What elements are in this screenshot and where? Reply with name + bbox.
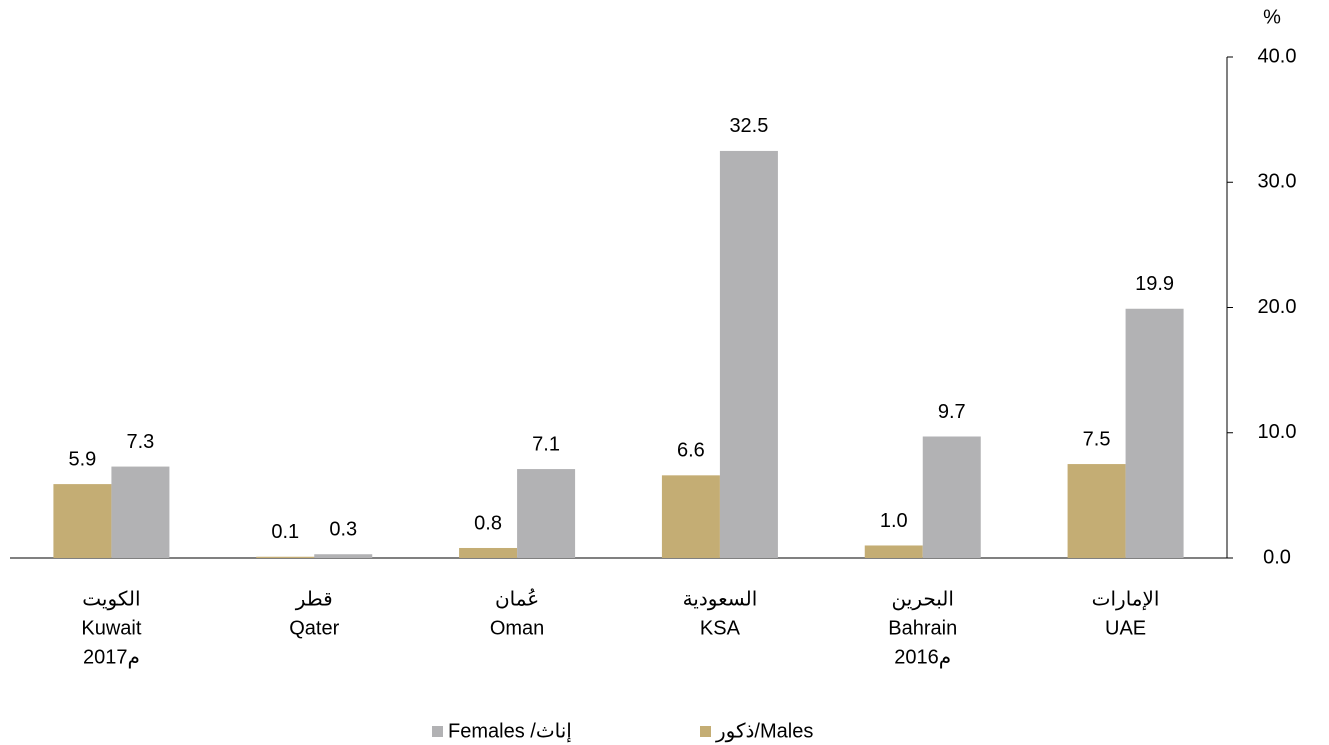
data-label: 19.9 <box>1135 273 1174 295</box>
data-label: 5.9 <box>69 448 97 470</box>
y-tick-label: 0.0 <box>1263 546 1291 568</box>
x-tick-label: UAE <box>1105 617 1146 639</box>
bar <box>517 469 576 558</box>
y-tick-label: 40.0 <box>1258 45 1297 67</box>
data-label: 7.5 <box>1083 428 1111 450</box>
legend-label: Females /إناث <box>448 720 572 743</box>
x-tick-label: قطر <box>295 588 333 610</box>
x-tick-label: 2016م <box>894 646 951 668</box>
data-label: 0.3 <box>329 519 357 541</box>
legend-label: ذكور/Males <box>715 720 813 742</box>
y-tick-label: 20.0 <box>1258 296 1297 318</box>
bar <box>922 436 981 558</box>
data-label: 32.5 <box>729 115 768 137</box>
y-tick-label: 10.0 <box>1258 421 1297 443</box>
x-tick-label: 2017م <box>83 646 140 668</box>
data-label: 0.1 <box>271 521 299 543</box>
x-tick-label: السعودية <box>683 588 758 610</box>
bar <box>661 475 720 558</box>
bar <box>53 484 112 558</box>
data-label: 7.1 <box>532 433 560 455</box>
x-tick-label: KSA <box>700 617 741 639</box>
x-tick-label: Qater <box>289 617 339 639</box>
legend-swatch <box>432 726 443 737</box>
x-tick-label: Oman <box>490 617 544 639</box>
y-unit: % <box>1263 6 1281 28</box>
legend-swatch <box>700 726 711 737</box>
bar <box>459 547 518 558</box>
y-tick-label: 30.0 <box>1258 171 1297 193</box>
x-tick-label: الكويت <box>82 588 140 610</box>
data-label: 9.7 <box>938 401 966 423</box>
x-tick-label: عُمان <box>495 588 539 611</box>
x-tick-label: Bahrain <box>888 617 957 639</box>
bar <box>719 150 778 558</box>
bar <box>864 545 923 558</box>
x-tick-label: البحرين <box>892 588 954 610</box>
bar <box>111 466 170 558</box>
bar <box>256 556 315 558</box>
x-tick-label: Kuwait <box>81 617 141 639</box>
data-label: 7.3 <box>127 431 155 453</box>
data-label: 6.6 <box>677 440 705 462</box>
bar <box>314 554 373 558</box>
data-label: 0.8 <box>474 512 502 534</box>
bar <box>1067 464 1126 558</box>
x-tick-label: الإمارات <box>1092 588 1160 610</box>
bar <box>1125 308 1184 558</box>
data-label: 1.0 <box>880 510 908 532</box>
